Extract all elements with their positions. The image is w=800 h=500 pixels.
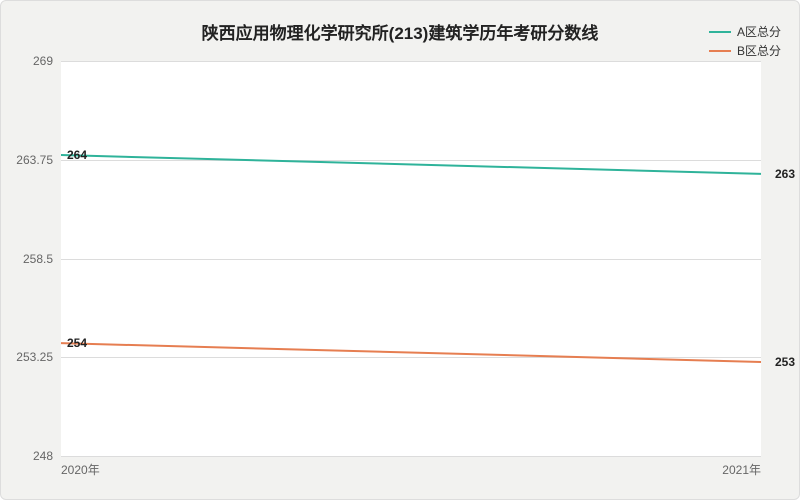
grid-line (61, 456, 761, 457)
y-tick-label: 248 (33, 449, 53, 463)
data-label: 253 (775, 355, 795, 369)
x-tick-label: 2021年 (722, 461, 761, 478)
data-label: 264 (67, 148, 87, 162)
chart-container: 陕西应用物理化学研究所(213)建筑学历年考研分数线 A区总分 B区总分 248… (0, 0, 800, 500)
y-tick-label: 269 (33, 54, 53, 68)
series-line (61, 343, 761, 362)
data-label: 263 (775, 167, 795, 181)
chart-title: 陕西应用物理化学研究所(213)建筑学历年考研分数线 (1, 19, 799, 44)
series-line (61, 155, 761, 174)
legend-item-b: B区总分 (709, 42, 781, 59)
legend-label-b: B区总分 (737, 42, 781, 59)
y-tick-label: 263.75 (16, 153, 53, 167)
legend-label-a: A区总分 (737, 23, 781, 40)
legend: A区总分 B区总分 (709, 23, 781, 61)
legend-swatch-b (709, 50, 731, 52)
plot-area: 248253.25258.5263.752692020年2021年2642632… (61, 61, 761, 456)
y-tick-label: 258.5 (23, 252, 53, 266)
legend-item-a: A区总分 (709, 23, 781, 40)
line-layer (61, 61, 761, 456)
y-tick-label: 253.25 (16, 350, 53, 364)
data-label: 254 (67, 336, 87, 350)
legend-swatch-a (709, 31, 731, 33)
x-tick-label: 2020年 (61, 461, 100, 478)
